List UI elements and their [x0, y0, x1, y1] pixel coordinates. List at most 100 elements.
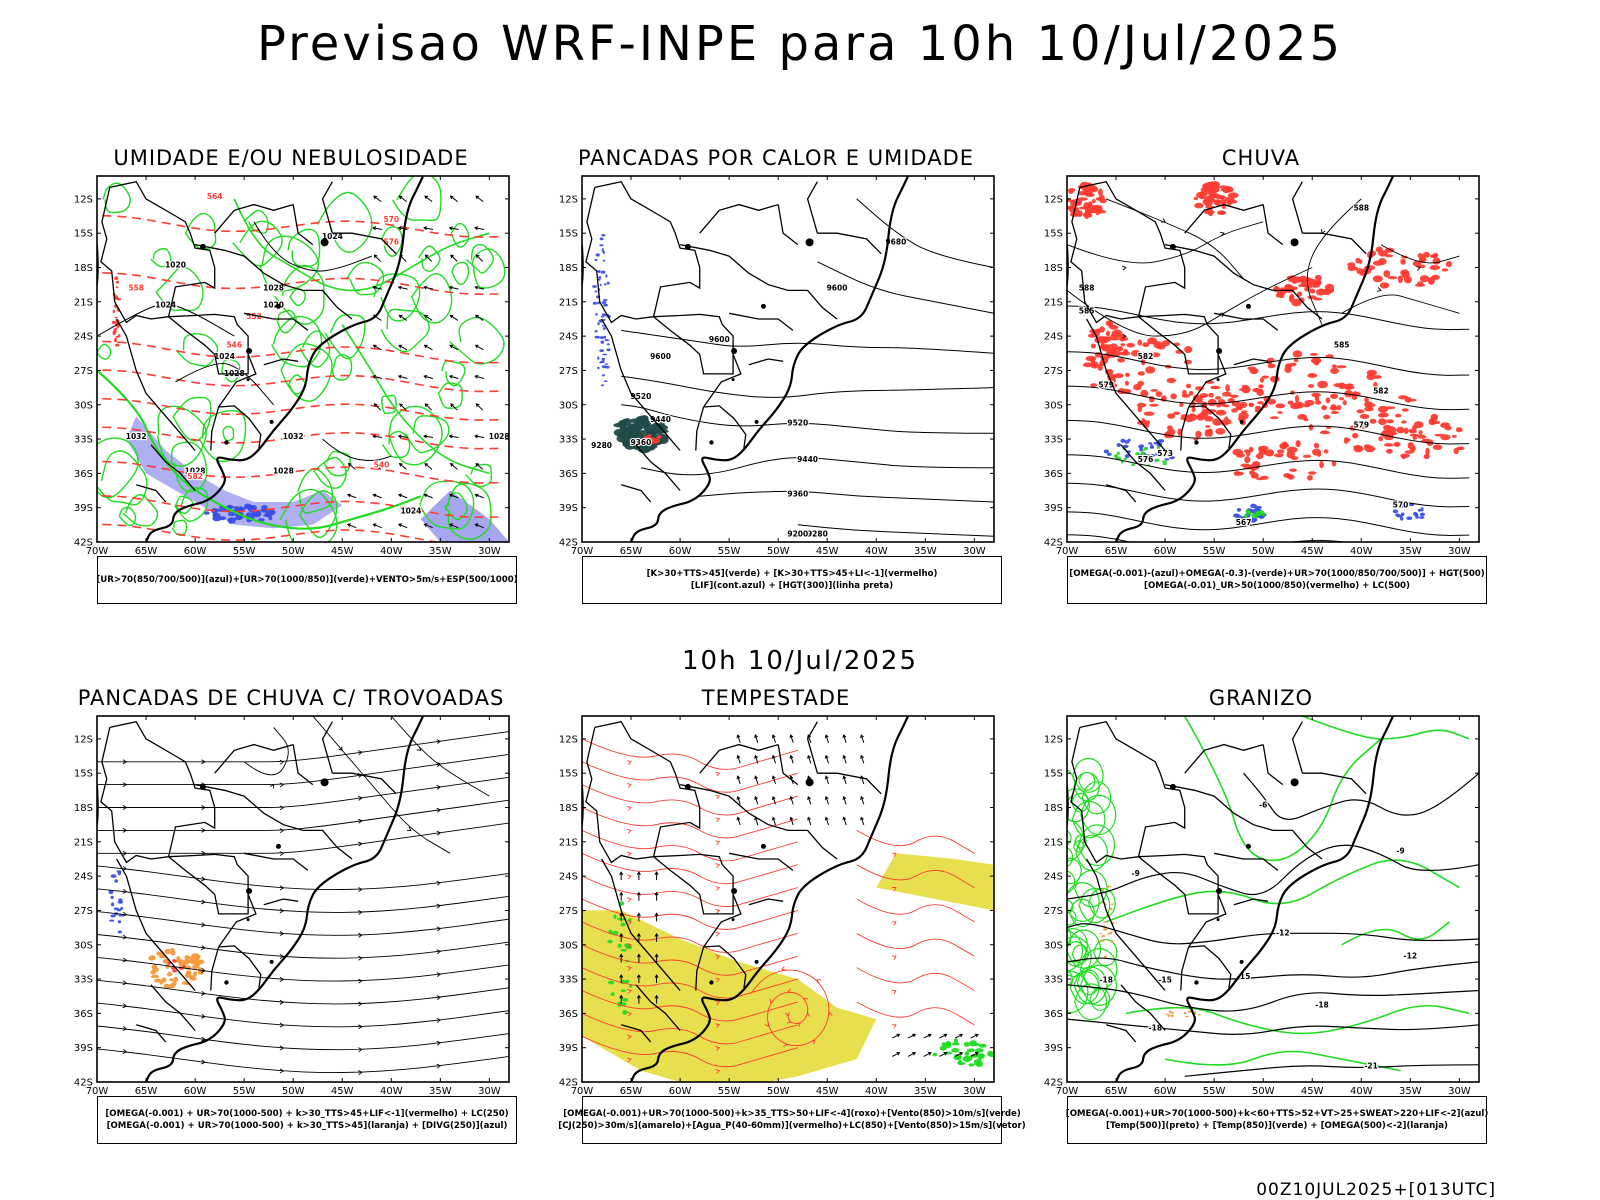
contour-label: 582 [1138, 352, 1154, 361]
humidity-contour [221, 425, 235, 442]
lon-label: 70W [571, 1086, 594, 1094]
field-layer: -6 -9 -9 -12 -12 -15 -15 -18 -18 -18 -21 [1067, 716, 1479, 1077]
rain-area [1257, 401, 1264, 405]
state-border [1138, 316, 1219, 375]
wind-850-area [969, 1040, 978, 1047]
streamline-arrow [1219, 231, 1225, 237]
wind-vector-head [824, 816, 829, 821]
rain-area [1412, 425, 1418, 430]
omega-strong-area [1156, 446, 1160, 449]
lon-label: 50W [282, 1086, 305, 1094]
lat-label: 12S [1044, 194, 1063, 205]
state-border [150, 444, 196, 491]
lif-contour [601, 357, 605, 361]
rain-area [1359, 414, 1370, 419]
lat-label: 15S [1044, 769, 1063, 780]
rain-area [1364, 445, 1376, 453]
wind-vector [737, 734, 741, 743]
lake-marker [760, 303, 766, 309]
streamline [97, 776, 509, 808]
streamline-arrow [201, 968, 206, 973]
state-border [194, 243, 353, 320]
lif-contour [594, 336, 600, 339]
height-contour [1067, 482, 1470, 508]
contour-label: -15 [1158, 976, 1172, 985]
humidity-contour [471, 248, 506, 289]
rain-area [1194, 202, 1204, 209]
wind-vector-head [474, 493, 479, 498]
omega-strong-area [1255, 511, 1261, 514]
rain-area [1275, 403, 1286, 409]
low-level-streamline-arrow [627, 1057, 632, 1063]
rain-area [1455, 427, 1463, 433]
contour-label: 567 [1236, 518, 1252, 527]
humidity-contour [449, 316, 505, 365]
lake-marker [805, 238, 814, 247]
state-border [1184, 203, 1264, 234]
rain-area [1313, 297, 1323, 301]
kts-area [629, 418, 641, 424]
state-border [1180, 406, 1190, 451]
temp850-contour [1067, 899, 1074, 914]
rain-area [1325, 354, 1334, 358]
wind-vector [449, 286, 459, 290]
rain-area [1309, 288, 1316, 294]
rain-area [1219, 185, 1229, 189]
omega-area [1419, 512, 1426, 517]
state-border [116, 858, 196, 991]
wind-850-area [624, 979, 630, 984]
contour-label: 585 [1334, 341, 1350, 350]
rain-area [1150, 389, 1159, 392]
wind-850-area [625, 944, 629, 949]
omega-area [1138, 444, 1145, 448]
lake-marker [1290, 238, 1299, 247]
wind-vector [399, 403, 407, 411]
wind-vector-head [789, 734, 794, 739]
wind-vector-head [789, 795, 794, 800]
state-border [1213, 852, 1279, 871]
wind-vector [772, 796, 776, 805]
state-border [1188, 894, 1227, 948]
state-border [748, 358, 784, 366]
lon-label: 55W [718, 546, 741, 554]
omega-area [1254, 505, 1262, 510]
humidity-contour [437, 382, 463, 409]
contour-label: -9 [1132, 869, 1140, 878]
humidity-contour [465, 243, 494, 274]
rain-area [1330, 411, 1339, 414]
state-border [136, 1024, 167, 1043]
wind-vector [970, 1052, 979, 1057]
wind-vector [424, 344, 433, 351]
height-contour [621, 404, 994, 434]
legend-line: [OMEGA(-0.001)+UR>70(1000-500)+k>35_TTS>… [563, 1109, 1021, 1119]
state-border [601, 318, 681, 451]
contour-label: 9280 [807, 529, 828, 538]
contour-label: 1024 [214, 352, 235, 361]
rain-area [1085, 355, 1097, 362]
rain-area [1117, 358, 1123, 362]
streamline-arrow [1161, 218, 1166, 223]
map-frame [581, 715, 995, 1083]
wind-vector [737, 755, 741, 764]
rain-area [1179, 402, 1184, 408]
temp850-contour [1080, 964, 1117, 1006]
contour-label: 9600 [650, 352, 671, 361]
rain-area [1440, 434, 1451, 441]
lon-label: 35W [429, 1086, 452, 1094]
wind-vector-head [372, 493, 377, 498]
rain-area [1289, 362, 1297, 367]
wind-vector [424, 195, 433, 203]
rain-area [1356, 268, 1364, 275]
wind-vector [843, 776, 847, 785]
rain-area [1281, 441, 1289, 449]
wind-vector-head [398, 344, 403, 349]
rain-area [1330, 393, 1339, 399]
height-contour [1067, 454, 1470, 479]
rain-area [1106, 336, 1112, 341]
streamline-arrow [122, 866, 128, 871]
wind-vector-head [860, 795, 864, 800]
rain-area [1347, 264, 1356, 272]
lake-marker [754, 959, 759, 964]
wind-vector [347, 494, 357, 499]
omega-area [1400, 516, 1404, 521]
